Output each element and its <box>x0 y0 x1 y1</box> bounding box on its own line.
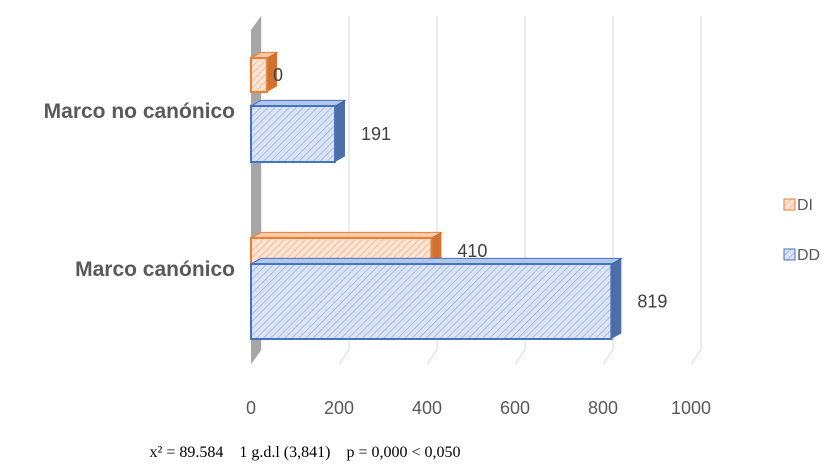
legend-swatch-di <box>783 198 796 211</box>
marco-no-canonico-dd-bar-side <box>335 100 346 162</box>
x-tick-label-800: 800 <box>588 398 618 418</box>
labels: 0 200 400 600 800 1000 0 191 Marco no canónico 41… <box>44 65 711 418</box>
category-label-marco-canonico: Marco canónico <box>75 258 235 281</box>
bar-chart: 0 200 400 600 800 1000 0 191 Marco no canónico 41… <box>44 16 820 418</box>
bars <box>249 51 624 340</box>
x-tick-label-400: 400 <box>412 398 442 418</box>
gridline-400 <box>426 16 438 365</box>
marco-no-canonico-dd-bar <box>250 105 337 163</box>
gridline-200 <box>338 16 350 365</box>
x-tick-label-1000: 1000 <box>671 398 711 418</box>
marco-no-canonico-dd-value-label: 191 <box>361 124 391 144</box>
legend-label-dd: DD <box>797 247 820 264</box>
marco-canonico-dd-bar <box>250 263 613 340</box>
gridline-600 <box>514 16 526 365</box>
marco-no-canonico-di-bar-side <box>267 52 277 92</box>
legend-swatch-dd <box>783 248 796 261</box>
legend-label-di: DI <box>797 197 813 214</box>
category-label-marco-no-canonico: Marco no canónico <box>44 100 235 123</box>
legend: DI DD <box>783 197 820 264</box>
statistics-note: x² = 89.584 1 g.d.l (3,841) p = 0,000 < … <box>149 444 461 461</box>
x-tick-label-600: 600 <box>500 398 530 418</box>
marco-canonico-dd-value-label: 819 <box>637 292 667 312</box>
marco-canonico-dd-bar-side <box>611 258 622 339</box>
gridlines <box>250 16 702 365</box>
gridline-1000 <box>690 16 702 365</box>
x-tick-label-0: 0 <box>246 398 256 418</box>
marco-canonico-di-value-label: 410 <box>457 241 487 261</box>
gridline-800 <box>602 16 614 365</box>
marco-no-canonico-di-bar <box>250 57 268 93</box>
marco-no-canonico-di-value-label: 0 <box>273 65 283 85</box>
x-tick-label-200: 200 <box>324 398 354 418</box>
marco-canonico-di-bar-side <box>431 232 442 264</box>
